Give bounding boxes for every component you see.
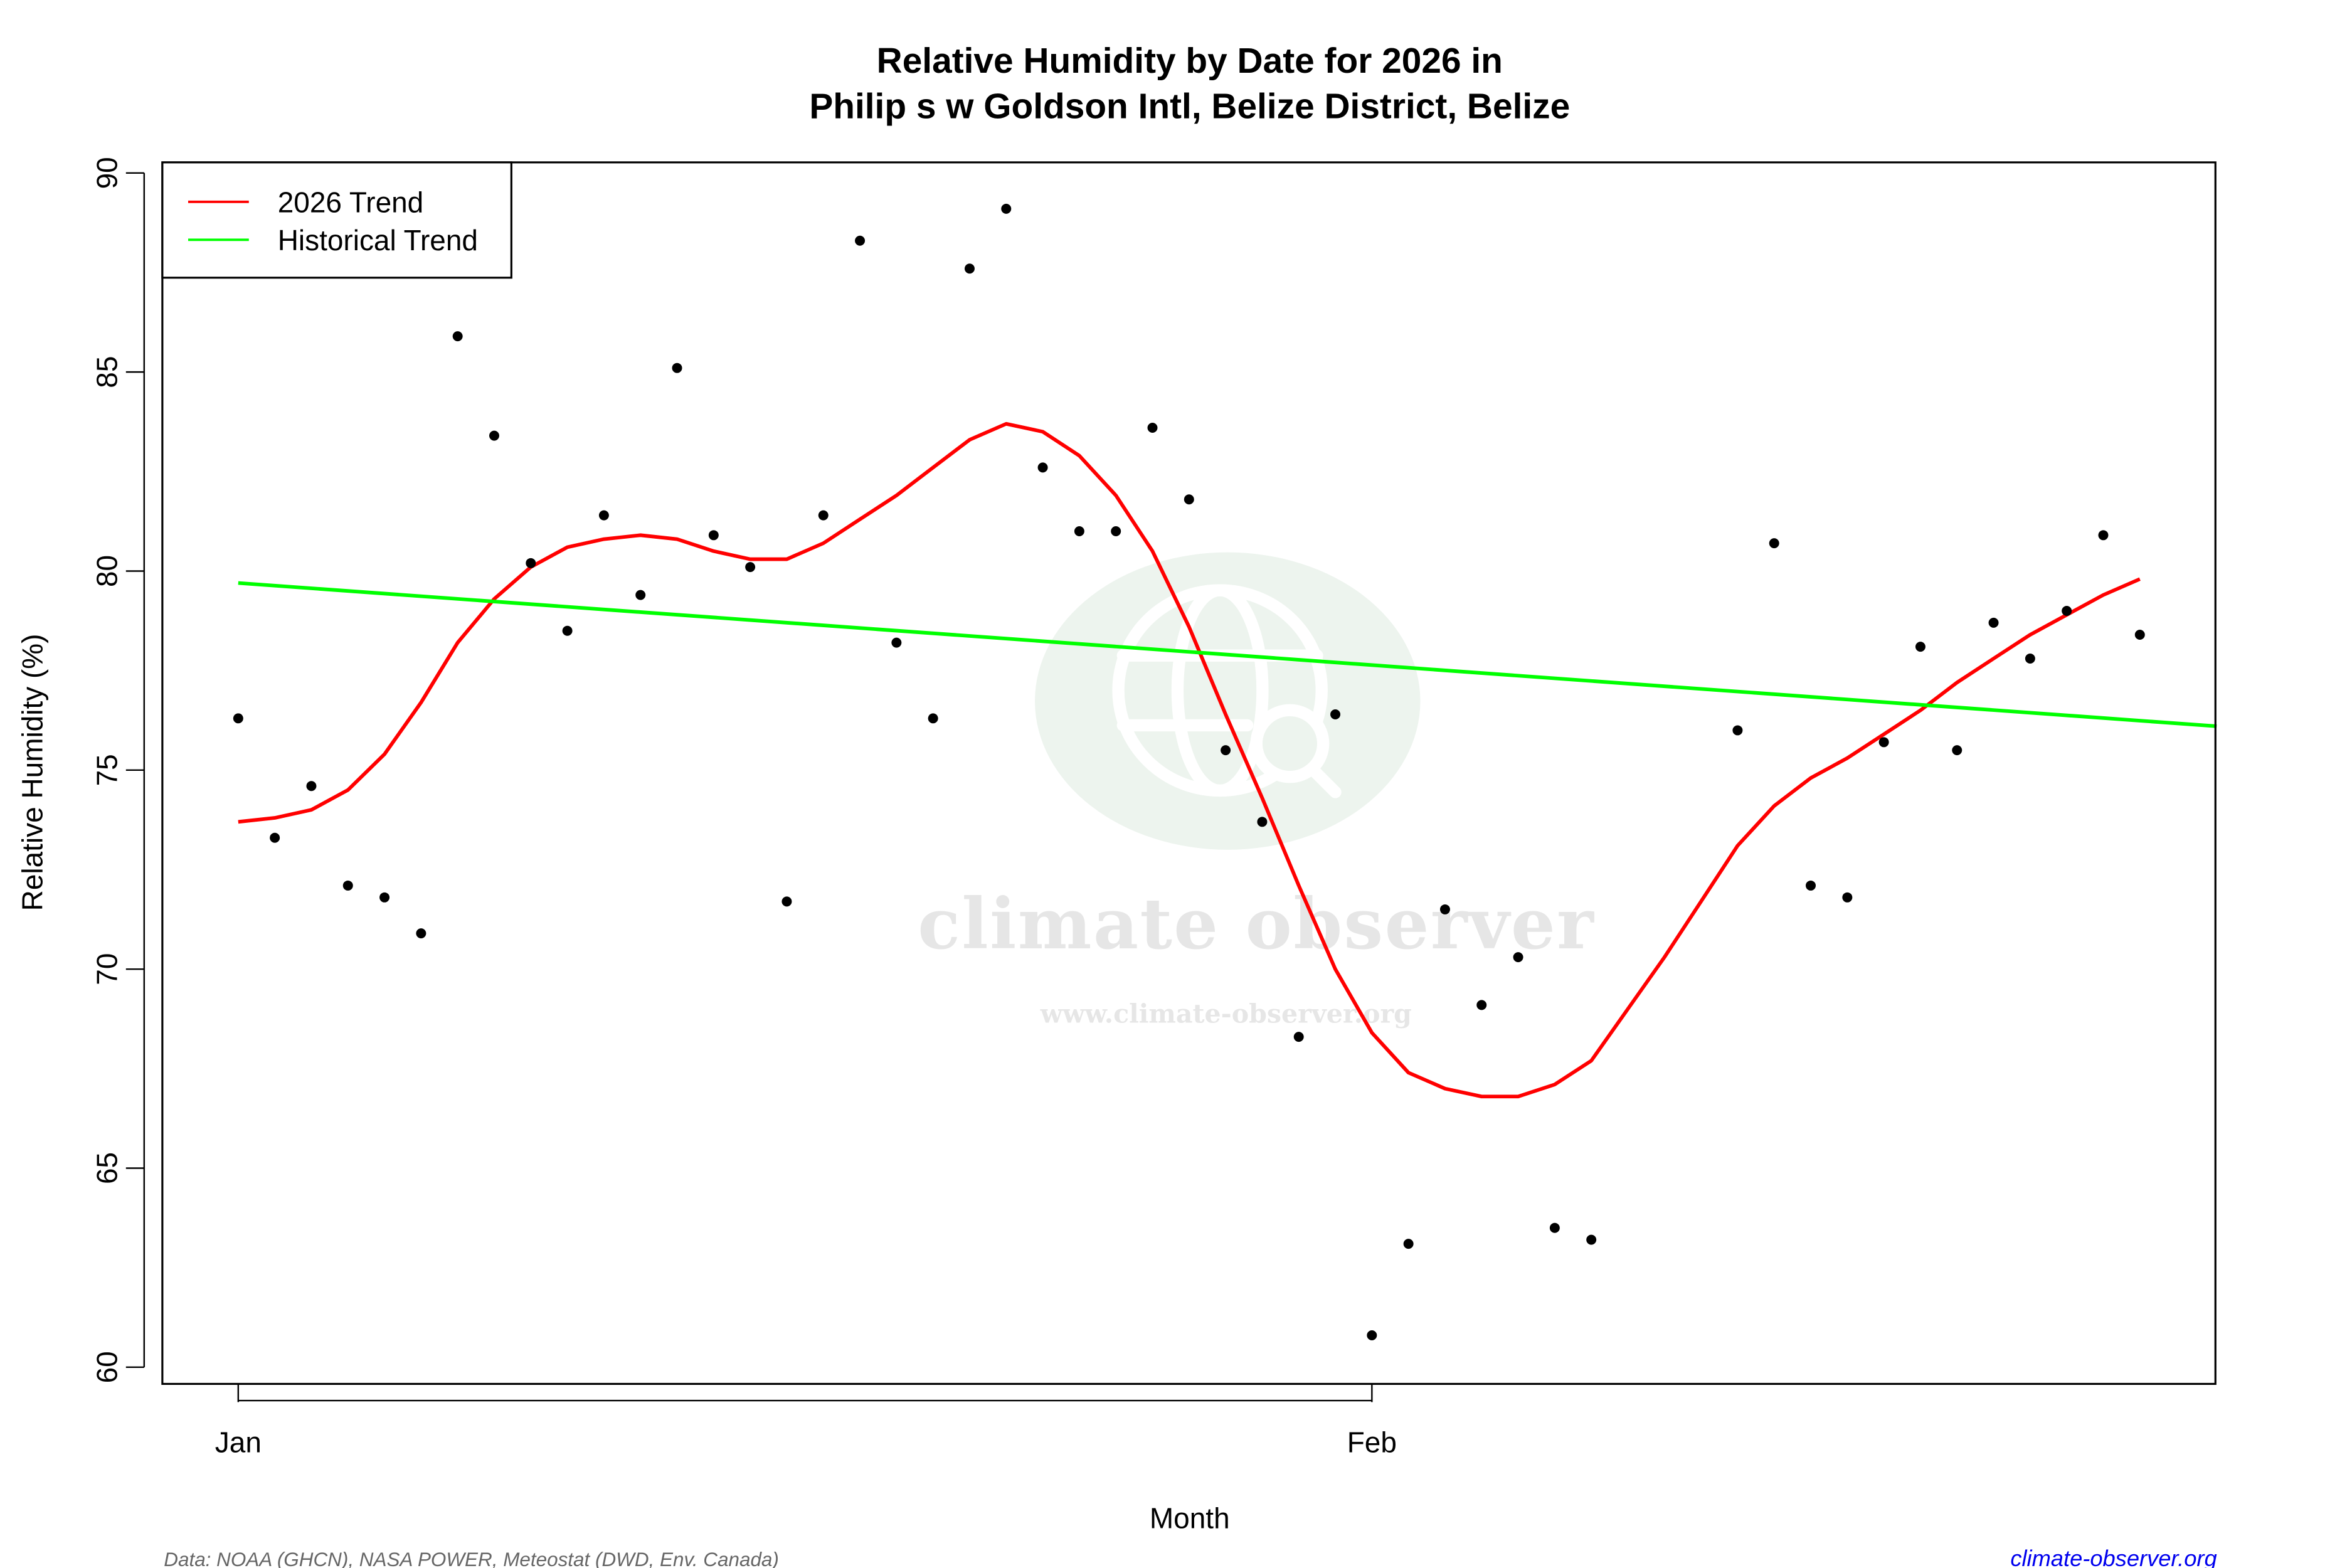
legend-label-historical-trend: Historical Trend <box>278 224 478 257</box>
data-point <box>1257 817 1268 827</box>
data-point <box>1439 904 1450 914</box>
data-point <box>1367 1330 1377 1341</box>
data-point <box>855 235 866 246</box>
data-point <box>635 590 646 600</box>
data-point <box>416 928 426 939</box>
data-point <box>379 892 390 903</box>
y-tick-label: 85 <box>90 356 123 388</box>
watermark-brand: climate observer <box>918 884 1595 965</box>
data-point <box>1293 1032 1304 1042</box>
data-point <box>2025 654 2035 664</box>
data-point <box>1476 1000 1487 1010</box>
x-tick-label: Jan <box>215 1426 262 1458</box>
data-point <box>1330 709 1341 720</box>
y-axis: 60 65 70 75 80 85 90 <box>90 157 146 1383</box>
data-point <box>1915 642 1926 652</box>
data-point <box>2134 630 2145 640</box>
data-point <box>233 713 243 724</box>
data-point <box>1001 203 1012 214</box>
data-source-note: Data: NOAA (GHCN), NASA POWER, Meteostat… <box>164 1549 779 1568</box>
data-point <box>1586 1234 1597 1245</box>
data-point <box>2062 606 2072 617</box>
y-tick-label: 75 <box>90 754 123 786</box>
chart-title: Relative Humidity by Date for 2026 in <box>877 41 1503 81</box>
data-point <box>1732 725 1743 736</box>
data-point <box>1513 952 1523 963</box>
data-point <box>1878 737 1889 748</box>
data-point <box>306 781 317 792</box>
data-point <box>1403 1239 1414 1249</box>
data-point <box>781 896 792 907</box>
x-tick-label: Feb <box>1347 1426 1397 1458</box>
plot-frame <box>161 161 2217 1385</box>
y-tick-label: 80 <box>90 555 123 587</box>
historical-trend-line <box>238 581 2217 728</box>
data-point <box>1842 892 1853 903</box>
data-point <box>489 430 499 441</box>
data-point <box>1074 526 1084 537</box>
data-point <box>1184 494 1194 505</box>
2026-trend-line <box>238 421 2141 1099</box>
y-tick-label: 65 <box>90 1152 123 1184</box>
y-tick-label: 90 <box>90 157 123 189</box>
y-axis-title: Relative Humidity (%) <box>16 634 49 911</box>
data-point <box>1147 423 1158 433</box>
data-points <box>233 203 2145 1341</box>
x-axis: Jan Feb <box>215 1384 1397 1458</box>
data-point <box>452 331 463 342</box>
legend-label-2026-trend: 2026 Trend <box>278 186 424 219</box>
data-point <box>1769 538 1779 549</box>
y-tick-label: 70 <box>90 953 123 985</box>
chart-subtitle: Philip s w Goldson Intl, Belize District… <box>809 87 1570 127</box>
legend-box <box>161 161 512 279</box>
data-point <box>1952 745 1963 756</box>
data-point <box>562 625 573 636</box>
globe-search-icon <box>1112 584 1342 798</box>
data-point <box>1988 617 1999 628</box>
site-link[interactable]: climate-observer.org <box>2010 1545 2217 1568</box>
legend: 2026 Trend Historical Trend <box>161 161 512 279</box>
data-point <box>2098 530 2109 541</box>
data-point <box>1221 745 1231 756</box>
data-point <box>1806 880 1816 891</box>
data-point <box>672 363 682 373</box>
data-point <box>818 510 829 521</box>
plot-lines <box>238 421 2217 1099</box>
data-point <box>928 713 938 724</box>
watermark-url: www.climate-observer.org <box>1040 999 1412 1029</box>
data-point <box>342 880 353 891</box>
data-point <box>1037 462 1048 473</box>
watermark: climate observer www.climate-observer.or… <box>918 552 1595 1029</box>
data-point <box>891 637 902 648</box>
data-point <box>526 558 536 568</box>
y-tick-label: 60 <box>90 1351 123 1383</box>
data-point <box>270 832 280 843</box>
data-point <box>1111 526 1121 537</box>
x-axis-title: Month <box>1150 1502 1230 1534</box>
data-point <box>1549 1222 1560 1233</box>
data-point <box>745 562 756 573</box>
data-point <box>598 510 609 521</box>
data-point <box>964 263 975 274</box>
data-point <box>708 530 719 541</box>
